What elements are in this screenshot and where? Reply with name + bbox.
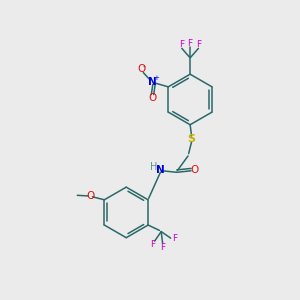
- Text: O: O: [137, 64, 146, 74]
- Text: F: F: [172, 234, 177, 243]
- Text: H: H: [150, 162, 158, 172]
- Text: F: F: [178, 40, 184, 49]
- Text: O: O: [86, 191, 94, 201]
- Text: O: O: [190, 165, 199, 175]
- Text: -: -: [143, 62, 146, 71]
- Text: F: F: [160, 243, 166, 252]
- Text: F: F: [188, 38, 193, 47]
- Text: F: F: [196, 40, 202, 49]
- Text: N: N: [156, 165, 165, 175]
- Text: O: O: [148, 93, 157, 103]
- Text: F: F: [150, 240, 155, 249]
- Text: +: +: [153, 75, 159, 81]
- Text: N: N: [148, 77, 157, 87]
- Text: S: S: [188, 134, 196, 144]
